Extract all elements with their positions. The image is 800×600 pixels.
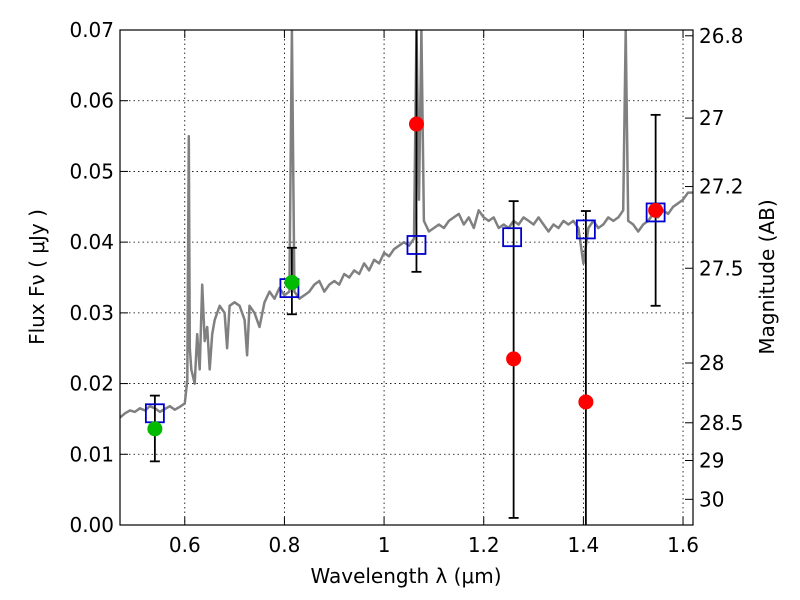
photometry-point [147, 421, 163, 437]
x-tick-label: 0.8 [269, 533, 301, 557]
x-axis-ticks: 0.6 0.8 1 1.2 1.4 1.6 [169, 30, 699, 557]
x-tick-label: 0.6 [169, 533, 201, 557]
x-axis-label: Wavelength λ (μm) [310, 564, 501, 588]
spectrum-layer [120, 30, 693, 419]
y2-tick-label: 27 [699, 106, 724, 130]
y2-tick-label: 26.8 [699, 24, 744, 48]
x-tick-label: 1.2 [468, 533, 500, 557]
y-tick-label: 0.03 [69, 301, 114, 325]
y2-tick-label: 27.5 [699, 256, 744, 280]
model-square-marker [575, 219, 596, 240]
errorbar-layer [149, 30, 661, 525]
model-square-marker [502, 227, 523, 248]
x-tick-label: 1.6 [667, 533, 699, 557]
y-tick-label: 0.05 [69, 159, 114, 183]
y-tick-label: 0.04 [69, 230, 114, 254]
y2-axis-ticks: 26.8 27 27.2 27.5 28 28.5 29 30 [685, 24, 744, 511]
photometry-point [648, 202, 664, 218]
photometry-point [284, 274, 300, 290]
model-square-marker [406, 235, 427, 255]
y2-tick-label: 30 [699, 487, 724, 511]
y2-tick-label: 27.2 [699, 175, 744, 199]
y-tick-label: 0.06 [69, 89, 114, 113]
x-tick-label: 1 [378, 533, 391, 557]
y-tick-label: 0.01 [69, 442, 114, 466]
photometry-point [578, 394, 594, 410]
y2-tick-label: 28.5 [699, 411, 744, 435]
y2-tick-label: 29 [699, 449, 724, 473]
photometry-point [408, 116, 424, 132]
y-axis-label: Flux Fν ( μJy ) [25, 209, 49, 345]
y-axis-ticks: 0.00 0.01 0.02 0.03 0.04 0.05 0.06 0.07 [69, 18, 128, 537]
plot-frame [119, 29, 694, 526]
y-tick-label: 0.07 [69, 18, 114, 42]
spectrum-line [120, 30, 693, 419]
photometry-point [506, 351, 522, 367]
x-tick-label: 1.4 [567, 533, 599, 557]
marker-layer [144, 116, 666, 437]
y-tick-label: 0.02 [69, 372, 114, 396]
y2-axis-label: Magnitude (AB) [755, 199, 779, 354]
y2-tick-label: 28 [699, 351, 724, 375]
grid-lines [120, 29, 693, 526]
y-tick-label: 0.00 [69, 513, 114, 537]
